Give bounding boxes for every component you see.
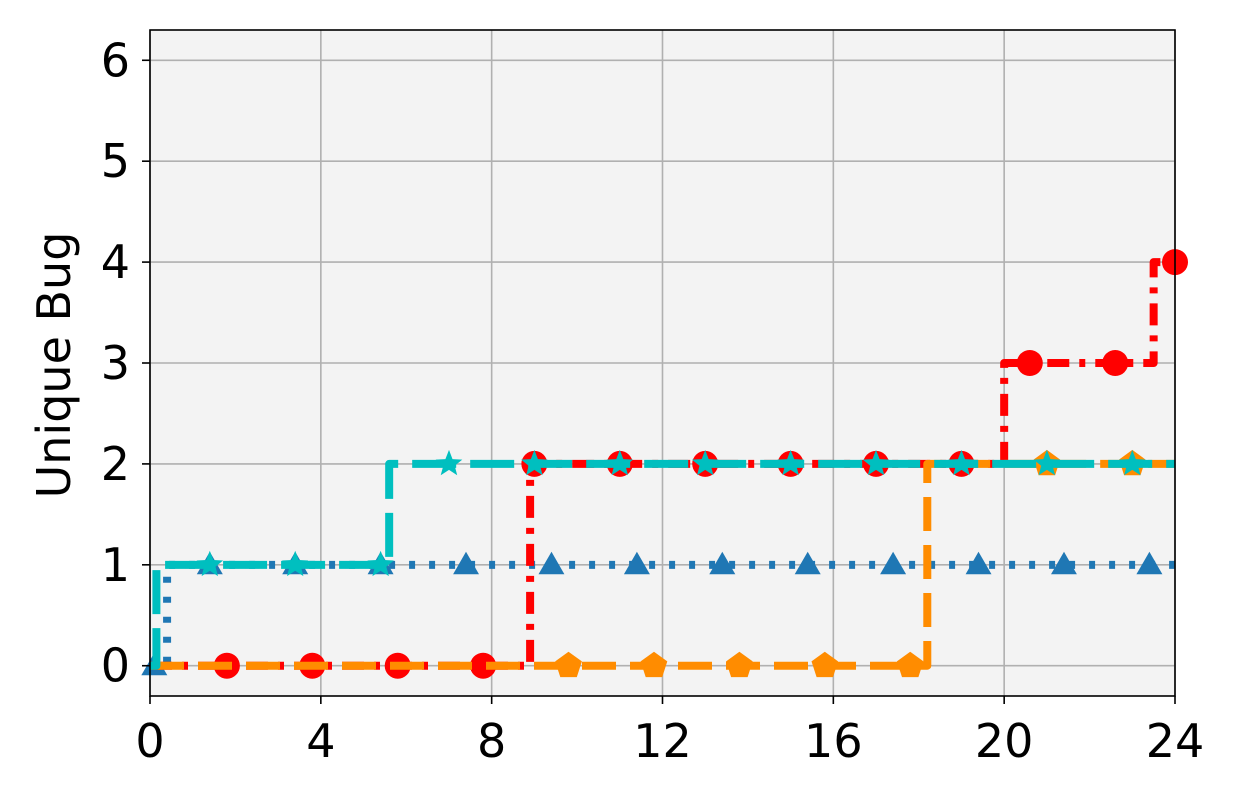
x-tick-label: 8	[477, 714, 506, 768]
x-tick-label: 0	[135, 714, 164, 768]
star-marker	[948, 449, 975, 476]
star-marker	[521, 449, 548, 476]
triangle-marker	[1051, 551, 1077, 575]
x-tick-label: 4	[306, 714, 335, 768]
series-3	[150, 449, 1175, 670]
y-tick-label: 2	[101, 437, 130, 491]
series-line-2	[150, 459, 1175, 670]
star-marker	[196, 550, 224, 577]
x-tick-label: 16	[804, 714, 863, 768]
circle-marker	[470, 652, 497, 679]
circle-marker	[1102, 350, 1129, 376]
y-tick-label: 6	[101, 33, 130, 87]
x-tick-label: 20	[975, 714, 1034, 768]
series-line-1	[150, 258, 1175, 670]
triangle-marker	[623, 551, 650, 575]
triangle-marker	[794, 551, 821, 575]
star-marker	[367, 550, 394, 577]
pentagon-marker	[896, 651, 924, 678]
triangle-marker	[965, 551, 992, 575]
x-tick-label: 24	[1146, 714, 1205, 768]
triangle-marker	[453, 551, 479, 575]
star-marker	[1119, 449, 1146, 476]
star-marker	[862, 449, 890, 476]
star-marker	[606, 449, 634, 476]
pentagon-marker	[726, 651, 753, 678]
star-marker	[777, 449, 804, 476]
star-marker	[1033, 449, 1061, 476]
y-tick-label: 4	[101, 235, 130, 289]
y-tick-label: 1	[101, 538, 130, 592]
y-tick-label: 5	[101, 134, 130, 188]
circle-marker	[1016, 350, 1043, 376]
triangle-marker	[709, 551, 736, 575]
series-layer	[141, 249, 1188, 679]
series-line-0	[150, 560, 1175, 670]
pentagon-marker	[640, 651, 668, 678]
series-line-3	[150, 459, 1175, 670]
star-marker	[691, 449, 719, 476]
y-tick-label: 3	[101, 336, 130, 390]
series-2	[150, 449, 1175, 678]
triangle-marker	[538, 551, 565, 575]
star-marker	[435, 449, 463, 476]
pentagon-marker	[555, 651, 582, 678]
pentagon-marker	[811, 651, 839, 678]
x-tick-label: 12	[633, 714, 692, 768]
triangle-marker	[880, 551, 907, 575]
y-axis-label: Unique Bug	[27, 232, 81, 499]
triangle-marker	[1136, 551, 1163, 575]
star-marker	[281, 550, 309, 577]
y-tick-label: 0	[101, 639, 130, 693]
